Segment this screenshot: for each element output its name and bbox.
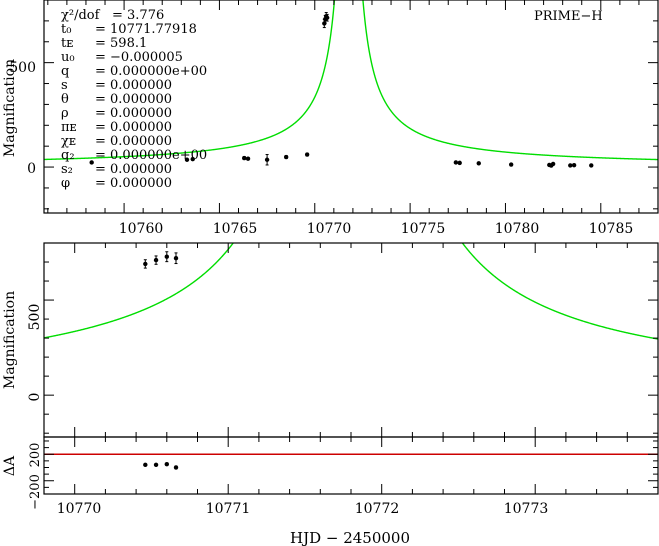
top-data-point bbox=[242, 155, 247, 161]
top-data-point bbox=[453, 160, 459, 165]
top-data-point bbox=[568, 163, 573, 168]
top-data-point bbox=[589, 163, 594, 168]
top-y-tick-label-0: 0 bbox=[27, 161, 36, 177]
param-symbol: χᴇ bbox=[61, 134, 76, 149]
middle-data-point bbox=[143, 259, 148, 269]
x-axis-label: HJD − 2450000 bbox=[290, 529, 410, 546]
bottom-x-tick-label: 10773 bbox=[504, 501, 549, 517]
middle-y-axis-label: Magnification bbox=[2, 291, 18, 389]
residual-data-point bbox=[143, 462, 148, 468]
top-y-axis-label: Magnification bbox=[2, 59, 18, 157]
middle-panel-frame bbox=[43, 242, 659, 438]
top-panel: PRIME−H Magnification 500 0 10760 10765 … bbox=[2, 0, 659, 237]
top-panel-label-tag: PRIME−H bbox=[534, 9, 603, 24]
param-value: = 0.000000 bbox=[95, 92, 172, 107]
param-symbol: t₀ bbox=[61, 22, 71, 37]
top-x-tick-label: 10780 bbox=[495, 221, 540, 237]
residual-data-point bbox=[153, 462, 159, 468]
top-x-tick-label: 10765 bbox=[213, 221, 258, 237]
top-data-point bbox=[476, 161, 481, 166]
residual-y-tick-label-minus200: −200 bbox=[28, 474, 43, 510]
param-symbol: φ bbox=[61, 176, 70, 191]
top-x-tick-label: 10770 bbox=[307, 221, 352, 237]
fit-parameters: χ²/dof = 3.776 t₀ = 10771.77918 tᴇ = 598… bbox=[61, 8, 207, 191]
top-y-tick-label-500: 500 bbox=[9, 60, 36, 76]
middle-data-point bbox=[173, 252, 179, 265]
middle-data-point bbox=[164, 251, 169, 263]
top-x-tick-label: 10775 bbox=[401, 221, 446, 237]
param-symbol: ρ bbox=[61, 106, 69, 121]
param-value: = 0.000000e+00 bbox=[95, 148, 207, 163]
top-data-point bbox=[89, 160, 94, 165]
param-symbol: θ bbox=[61, 92, 69, 107]
param-symbol: χ²/dof bbox=[61, 8, 101, 23]
middle-data-point bbox=[153, 255, 159, 265]
top-x-tick-label: 10760 bbox=[119, 221, 164, 237]
residual-y-tick-label-200: 200 bbox=[28, 443, 43, 468]
param-value: = 0.000000 bbox=[95, 120, 172, 135]
param-value: = 0.000000 bbox=[95, 176, 172, 191]
top-data-point bbox=[457, 160, 462, 166]
top-data-point bbox=[508, 162, 514, 167]
param-value: = 598.1 bbox=[95, 36, 147, 51]
top-panel-frame bbox=[43, 0, 659, 214]
top-data-point bbox=[304, 152, 310, 157]
param-symbol: q₂ bbox=[61, 148, 75, 163]
residual-y-axis-label: ΔA bbox=[2, 455, 18, 476]
param-symbol: s₂ bbox=[61, 162, 73, 177]
top-x-tick-label: 10785 bbox=[589, 221, 634, 237]
top-data-point bbox=[283, 154, 289, 160]
param-value: = 0.000000e+00 bbox=[95, 64, 207, 79]
param-value: = 0.000000 bbox=[95, 162, 172, 177]
top-model-curve bbox=[44, 0, 658, 161]
residual-data-point bbox=[164, 461, 169, 467]
param-value: = 0.000000 bbox=[95, 106, 172, 121]
param-symbol: tᴇ bbox=[61, 36, 73, 51]
param-symbol: q bbox=[61, 64, 69, 79]
top-data-point bbox=[550, 161, 556, 167]
top-data-point bbox=[324, 13, 330, 22]
middle-y-tick-label-0: 0 bbox=[27, 393, 43, 402]
top-data-point bbox=[190, 156, 195, 162]
param-value: = −0.000005 bbox=[95, 50, 183, 65]
top-data-point bbox=[245, 156, 251, 161]
middle-model-curve bbox=[44, 243, 658, 340]
param-value: = 3.776 bbox=[112, 8, 164, 23]
param-symbol: πᴇ bbox=[61, 120, 77, 135]
top-data-point bbox=[264, 154, 270, 166]
param-value: = 0.000000 bbox=[95, 134, 172, 149]
residual-data-point bbox=[173, 465, 179, 470]
param-value: = 0.000000 bbox=[95, 78, 172, 93]
bottom-x-tick-label: 10771 bbox=[206, 501, 251, 517]
top-data-point bbox=[184, 157, 190, 162]
bottom-x-tick-label: 10770 bbox=[57, 501, 102, 517]
middle-y-tick-label-500: 500 bbox=[27, 304, 43, 331]
param-symbol: s bbox=[61, 78, 68, 93]
residual-panel: ΔA 200 −200 10770 10771 10772 10773 HJD … bbox=[2, 436, 659, 546]
residual-panel-frame bbox=[43, 436, 659, 495]
param-symbol: u₀ bbox=[61, 50, 75, 65]
top-data-point bbox=[571, 162, 577, 168]
bottom-x-tick-label: 10772 bbox=[355, 501, 400, 517]
param-value: = 10771.77918 bbox=[95, 22, 197, 37]
